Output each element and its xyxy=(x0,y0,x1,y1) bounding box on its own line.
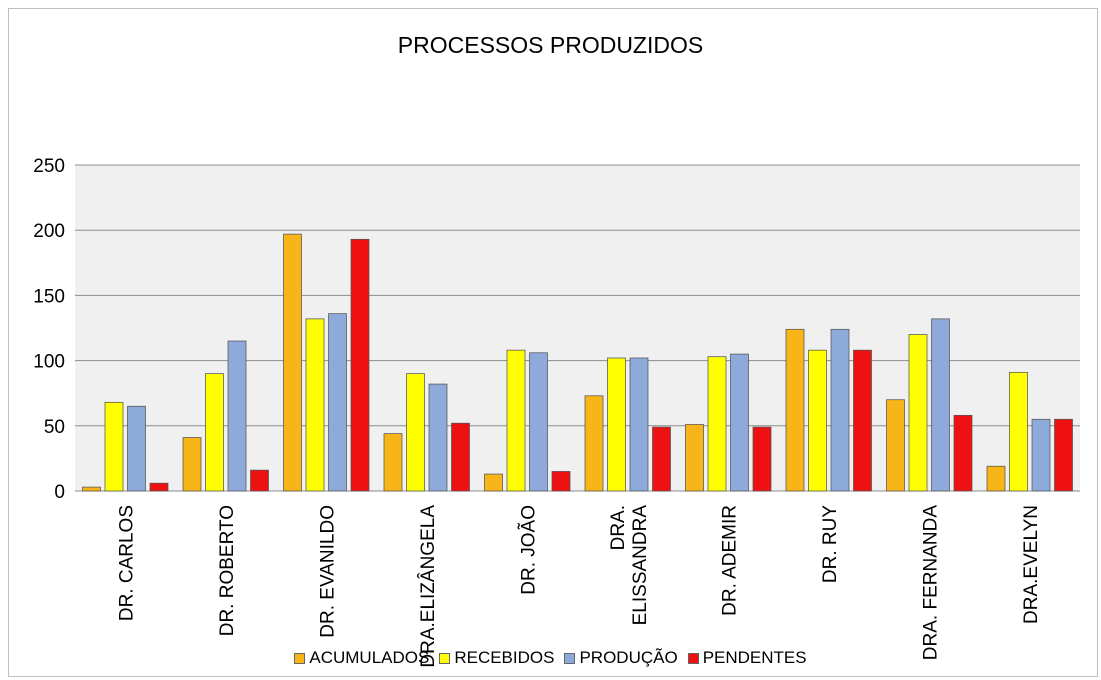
legend-label: ACUMULADOS xyxy=(309,648,430,667)
bar-recebidos xyxy=(205,373,224,492)
bar-pendentes xyxy=(853,349,872,492)
y-tick-label: 100 xyxy=(33,352,65,373)
bar-produção xyxy=(428,383,448,492)
x-tick-label: DRA.ELISSANDRA xyxy=(608,505,651,626)
bar-recebidos xyxy=(607,357,626,492)
bar-acumulados xyxy=(383,433,403,492)
bar-acumulados xyxy=(484,473,503,492)
bar-acumulados xyxy=(283,233,302,492)
bar-produção xyxy=(328,313,347,492)
bar-recebidos xyxy=(305,318,325,492)
chart-title: PROCESSOS PRODUZIDOS xyxy=(397,32,704,58)
x-tick-label: DR. EVANILDO xyxy=(317,505,338,638)
y-tick-label: 250 xyxy=(33,156,65,177)
bar-recebidos xyxy=(104,401,124,492)
bar-recebidos xyxy=(908,334,928,492)
legend-label: PRODUÇÃO xyxy=(579,648,678,667)
y-tick-label: 50 xyxy=(44,417,65,438)
x-tick-label: DR. JOÃO xyxy=(517,505,539,595)
bar-produção xyxy=(830,328,850,492)
bar-produção xyxy=(730,353,749,492)
plot-area xyxy=(75,165,1080,491)
bar-pendentes xyxy=(250,469,269,492)
y-tick-label: 150 xyxy=(33,286,65,307)
bar-produção xyxy=(127,405,146,492)
bar-produção xyxy=(529,352,548,492)
bar-produção xyxy=(629,357,649,492)
y-tick-label: 200 xyxy=(33,221,65,242)
bar-produção xyxy=(227,340,247,492)
bar-recebidos xyxy=(506,349,526,492)
bar-recebidos xyxy=(707,356,727,492)
x-tick-label: DR. CARLOS xyxy=(116,505,137,621)
chart-legend: ACUMULADOS RECEBIDOS PRODUÇÃO PENDENTES xyxy=(0,648,1101,668)
y-tick-label: 0 xyxy=(54,482,65,503)
bar-acumulados xyxy=(584,395,604,492)
legend-swatch xyxy=(564,652,576,664)
bar-acumulados xyxy=(182,437,202,492)
legend-label: PENDENTES xyxy=(702,648,807,667)
legend-item-pendentes: PENDENTES xyxy=(687,648,807,668)
bar-acumulados xyxy=(82,486,101,492)
bar-pendentes xyxy=(451,422,470,492)
bar-pendentes xyxy=(350,238,370,492)
bar-pendentes xyxy=(953,414,973,492)
legend-item-produção: PRODUÇÃO xyxy=(564,648,678,668)
bar-pendentes xyxy=(551,471,571,492)
legend-item-recebidos: RECEBIDOS xyxy=(439,648,554,668)
bar-produção xyxy=(1031,418,1051,492)
x-tick-label: DRA. FERNANDA xyxy=(920,505,941,661)
x-tick-label: DRA.ELIZÂNGELA xyxy=(417,505,439,668)
bar-pendentes xyxy=(1054,418,1073,492)
bar-acumulados xyxy=(886,399,905,492)
legend-item-acumulados: ACUMULADOS xyxy=(294,648,429,668)
x-tick-label: DR. ROBERTO xyxy=(217,505,238,636)
legend-label: RECEBIDOS xyxy=(454,648,555,667)
bar-pendentes xyxy=(752,426,772,492)
x-tick-label: DR. RUY xyxy=(820,505,841,583)
legend-swatch xyxy=(294,652,306,664)
bar-recebidos xyxy=(1009,371,1028,492)
legend-swatch xyxy=(687,652,699,664)
bar-produção xyxy=(931,318,950,492)
bar-acumulados xyxy=(986,465,1006,492)
bar-acumulados xyxy=(685,424,704,492)
bar-acumulados xyxy=(785,328,805,492)
bar-pendentes xyxy=(652,426,671,492)
bar-recebidos xyxy=(808,349,827,492)
bar-pendentes xyxy=(149,482,169,492)
legend-swatch xyxy=(439,652,451,664)
bar-recebidos xyxy=(406,373,425,492)
x-tick-label: DRA.EVELYN xyxy=(1021,505,1042,624)
x-tick-label: DR. ADEMIR xyxy=(719,505,740,616)
